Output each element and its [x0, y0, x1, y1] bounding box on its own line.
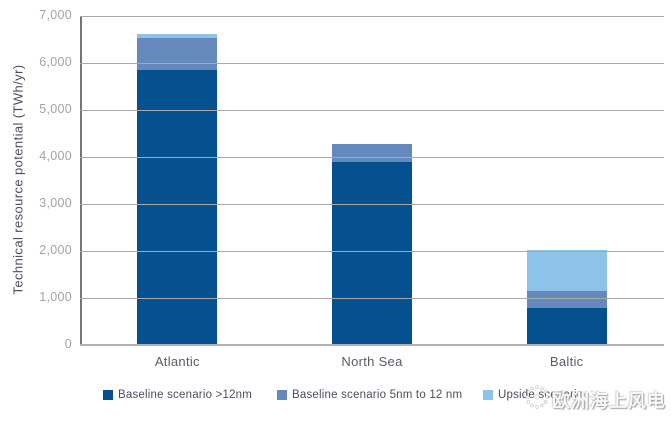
bar-segment [526, 250, 607, 292]
bar-segment [137, 33, 218, 39]
legend-label: Baseline scenario 5nm to 12 nm [292, 389, 463, 401]
legend-item: Baseline scenario 5nm to 12 nm [277, 389, 462, 401]
legend-swatch [277, 390, 287, 400]
stacked-bar [137, 33, 218, 345]
category-label: Baltic [549, 354, 584, 369]
category-label: North Sea [341, 354, 403, 369]
gridline [80, 251, 664, 252]
bar-slot [275, 16, 470, 345]
gridline [80, 16, 664, 17]
gridline [80, 63, 664, 64]
bar-slots [80, 16, 664, 345]
legend-label: Upside scenario [498, 389, 584, 401]
y-tick-label: 0 [64, 337, 72, 351]
bar-segment [526, 307, 607, 345]
gridline [80, 298, 664, 299]
bar-slot [469, 16, 664, 345]
gridline [80, 204, 664, 205]
bar-segment [332, 162, 412, 345]
legend: Baseline scenario >12nm Baseline scenario… [0, 389, 671, 403]
bar-segment [526, 291, 607, 308]
legend-label: Baseline scenario >12nm [118, 389, 253, 401]
legend-swatch [483, 390, 493, 400]
bar-segment [332, 143, 412, 163]
stacked-bar [332, 143, 412, 345]
gridline [80, 110, 664, 111]
y-tick-label: 5,000 [39, 102, 72, 116]
x-axis-labels: Atlantic North Sea Baltic [80, 354, 664, 369]
y-tick-label: 7,000 [39, 8, 72, 22]
bar-segment [137, 70, 218, 345]
y-axis-line [80, 16, 82, 346]
stacked-bar [526, 250, 607, 345]
x-axis-baseline [80, 344, 664, 346]
y-tick-label: 6,000 [39, 55, 72, 69]
y-tick-label: 2,000 [39, 243, 72, 257]
gridline [80, 157, 664, 158]
category-label: Atlantic [154, 354, 200, 369]
bar-slot [80, 16, 275, 345]
y-tick-label: 3,000 [39, 196, 72, 210]
legend-item: Baseline scenario >12nm [103, 389, 252, 401]
plot-area [80, 16, 664, 346]
y-tick-label: 1,000 [39, 290, 72, 304]
y-tick-label: 4,000 [39, 149, 72, 163]
legend-item: Upside scenario [483, 389, 583, 401]
bar-segment [137, 38, 218, 71]
legend-swatch [103, 390, 113, 400]
